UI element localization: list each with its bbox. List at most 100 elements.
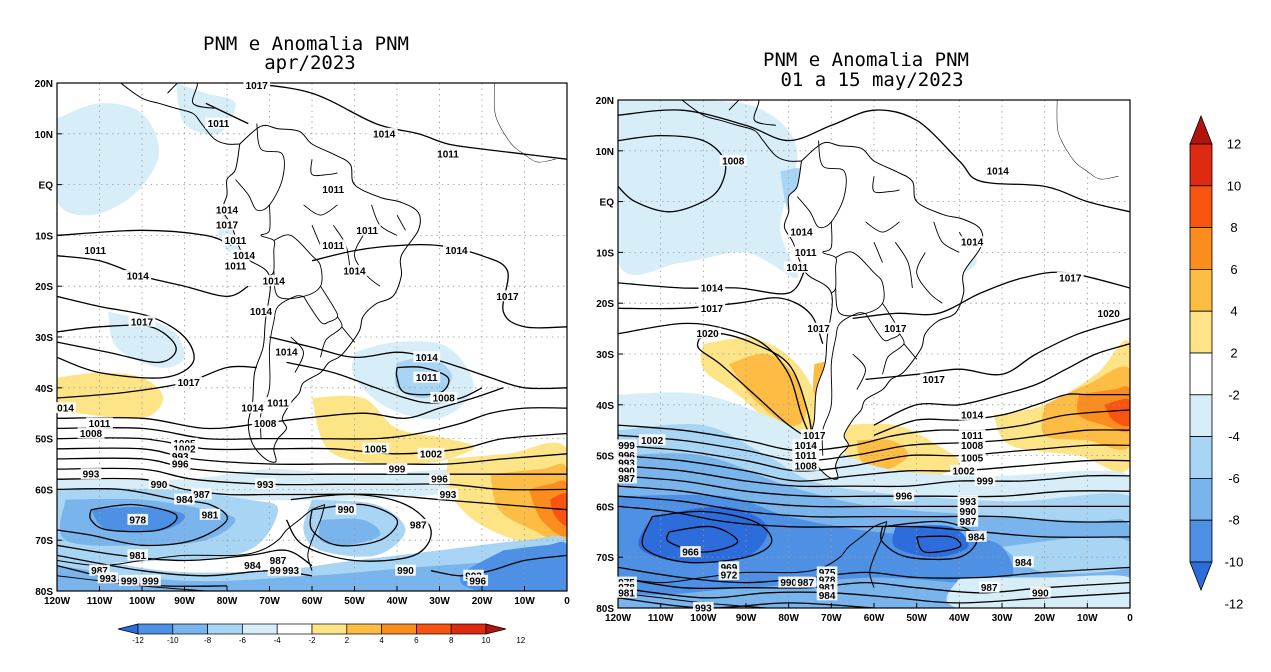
contour-label: 990 bbox=[151, 480, 168, 491]
contour-label: 1014 bbox=[961, 410, 984, 421]
contour-label-bg bbox=[213, 219, 241, 231]
colorbar-label: 12 bbox=[1227, 137, 1241, 152]
hbar-label: -4 bbox=[274, 636, 282, 645]
colorbar-segment bbox=[1189, 143, 1213, 187]
lon-label: 10W bbox=[514, 596, 535, 607]
contour-label-bg bbox=[616, 472, 637, 484]
country-border bbox=[821, 312, 866, 456]
lon-label: 80W bbox=[217, 596, 238, 607]
contour-label-bg bbox=[1095, 307, 1123, 319]
contour-label: 1002 bbox=[952, 466, 975, 477]
contour-label: 1011 bbox=[437, 150, 459, 161]
contour-label: 1011 bbox=[795, 248, 817, 259]
contour-label-bg bbox=[407, 518, 429, 530]
contour-label: 999 bbox=[142, 576, 159, 587]
isobar-line bbox=[618, 134, 727, 213]
colorbar-segment bbox=[1189, 227, 1213, 270]
contour-label: 1014 bbox=[373, 129, 396, 140]
contour-label: 996 bbox=[469, 576, 486, 587]
contour-label: 1017 bbox=[496, 292, 519, 303]
contour-label: 969 bbox=[721, 563, 738, 574]
contour-label: 1017 bbox=[923, 375, 946, 386]
contour-label-bg bbox=[893, 490, 915, 502]
contour-label-bg bbox=[974, 475, 996, 486]
country-border bbox=[311, 225, 321, 246]
contour-label-bg bbox=[89, 564, 110, 576]
contour-label: 1014 bbox=[233, 251, 256, 262]
lon-label: 50W bbox=[906, 613, 927, 624]
contour-label-bg bbox=[616, 464, 637, 476]
contour-label: 993 bbox=[440, 490, 457, 501]
colorbar-segment bbox=[1189, 352, 1213, 396]
contour-label-bg bbox=[242, 559, 263, 571]
isobar-line bbox=[57, 407, 567, 440]
contour-label-bg bbox=[434, 148, 462, 160]
hbar-label: 6 bbox=[414, 636, 419, 645]
contour-label: 987 bbox=[193, 490, 210, 501]
contour-label-bg bbox=[222, 259, 249, 271]
contour-label-bg bbox=[81, 244, 109, 256]
contour-label: 1008 bbox=[254, 419, 277, 430]
country-border bbox=[273, 234, 323, 300]
contour-label-bg bbox=[966, 530, 987, 542]
lat-label: 10N bbox=[596, 147, 614, 158]
lat-label: 60S bbox=[596, 502, 614, 513]
isobar-line bbox=[57, 324, 177, 364]
hbar-segment bbox=[276, 623, 313, 635]
right-title-line1: PNM e Anomalia PNM bbox=[763, 49, 969, 71]
contour-label-bg bbox=[429, 473, 450, 485]
contour-label-bg bbox=[175, 376, 203, 388]
contour-label-bg bbox=[417, 447, 445, 459]
isobar-line bbox=[57, 295, 195, 379]
contour-label: 1017 bbox=[131, 317, 154, 328]
country-border bbox=[310, 159, 338, 177]
colorbar-label: -4 bbox=[1228, 429, 1240, 444]
contour-label: 1008 bbox=[433, 393, 456, 404]
contour-label-bg bbox=[805, 322, 832, 334]
contour-label: 990 bbox=[338, 505, 355, 516]
country-border bbox=[835, 251, 885, 317]
left-map-area bbox=[57, 83, 567, 591]
colorbar-bottom-triangle bbox=[1189, 561, 1213, 592]
contour-label: 996 bbox=[431, 475, 448, 486]
lat-label: 10S bbox=[596, 248, 614, 259]
anomaly-region bbox=[618, 100, 799, 279]
contour-label-bg bbox=[467, 574, 489, 586]
contour-label: 1005 bbox=[961, 454, 984, 465]
contour-label-bg bbox=[718, 568, 740, 580]
contour-label: 1005 bbox=[365, 444, 388, 455]
contour-label-bg bbox=[205, 117, 232, 129]
contour-label: 1011 bbox=[322, 185, 344, 196]
contour-label-bg bbox=[698, 281, 726, 293]
contour-label-bg bbox=[247, 305, 275, 317]
contour-label-bg bbox=[778, 576, 799, 588]
lat-label: 40S bbox=[596, 401, 614, 412]
isobar-line bbox=[618, 322, 815, 446]
lon-label: 20W bbox=[1034, 613, 1055, 624]
colorbar-label: -8 bbox=[1228, 513, 1240, 528]
contour-label: 1011 bbox=[356, 226, 378, 237]
contour-label-bg bbox=[86, 417, 113, 429]
hbar-segment bbox=[346, 623, 382, 635]
contour-label: 1020 bbox=[696, 329, 719, 340]
left-title-line1: PNM e Anomalia PNM bbox=[203, 33, 409, 55]
isobar-line bbox=[285, 493, 432, 562]
contour-label-bg bbox=[950, 464, 977, 476]
lon-label: 10W bbox=[1077, 613, 1098, 624]
country-border bbox=[303, 285, 339, 325]
hbar-label: 8 bbox=[449, 636, 454, 645]
isobar-line bbox=[618, 587, 1130, 604]
colorbar-segment bbox=[1189, 394, 1213, 437]
contour-label: 1014 bbox=[416, 353, 439, 364]
isobar-line bbox=[205, 102, 249, 125]
contour-label-bg bbox=[413, 371, 441, 383]
contour-label: 987 bbox=[91, 566, 108, 577]
contour-label: 993 bbox=[257, 480, 274, 491]
colorbar-segment bbox=[1189, 519, 1213, 563]
contour-label: 990 bbox=[270, 566, 287, 577]
lon-label: 120W bbox=[44, 596, 71, 607]
contour-label-bg bbox=[958, 429, 986, 441]
isobar-line bbox=[618, 429, 1130, 462]
